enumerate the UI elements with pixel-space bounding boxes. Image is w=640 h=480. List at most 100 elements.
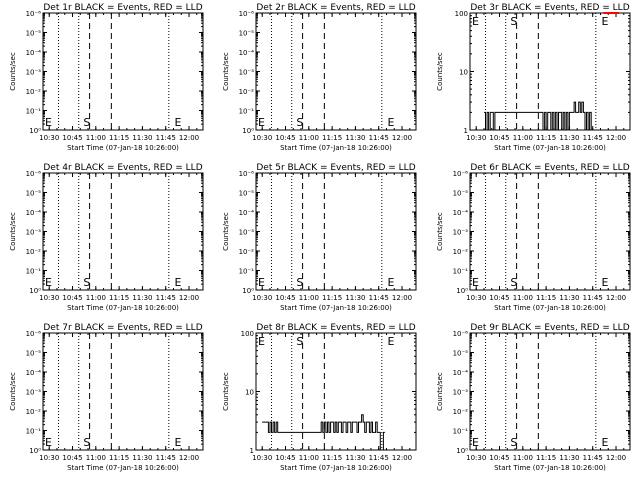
end-marker-label: E xyxy=(601,276,608,289)
x-tick-label: 11:45 xyxy=(156,294,176,302)
plot-frame xyxy=(42,172,204,291)
x-tick-label: 11:00 xyxy=(513,454,533,462)
y-axis-label: Counts/sec xyxy=(436,52,444,91)
x-tick-label: 11:15 xyxy=(536,454,556,462)
y-axis-label: Counts/sec xyxy=(436,372,444,411)
y-tick-label: 10⁻² xyxy=(239,88,255,96)
start-marker-label: S xyxy=(296,335,303,348)
end-marker-label: E xyxy=(174,276,181,289)
x-tick-label: 11:30 xyxy=(559,454,579,462)
start-marker-label: S xyxy=(83,116,90,129)
y-tick-label: 10⁻³ xyxy=(239,229,255,237)
x-tick-label: 11:45 xyxy=(369,294,389,302)
x-tick-label: 10:45 xyxy=(275,454,295,462)
start-marker-label: S xyxy=(296,116,303,129)
detector-panel: Det 1r BLACK = Events, RED = LLD 10⁰ 10⁻¹ 1… xyxy=(9,3,204,152)
x-axis-label: Start Time (07-Jan-18 10:26:00) xyxy=(494,144,606,152)
start-marker-label: S xyxy=(510,15,517,28)
y-tick-label: 10⁻² xyxy=(26,248,42,256)
panel-title: Det 5r BLACK = Events, RED = LLD xyxy=(256,163,415,173)
x-tick-label: 12:00 xyxy=(179,454,199,462)
x-tick-label: 10:30 xyxy=(466,134,486,142)
x-tick-label: 11:30 xyxy=(132,454,152,462)
x-tick-label: 10:30 xyxy=(39,134,59,142)
y-tick-label: 10⁻⁴ xyxy=(239,209,255,217)
y-tick-label: 10⁻⁶ xyxy=(239,170,255,178)
x-tick-label: 11:45 xyxy=(156,454,176,462)
y-tick-label: 1 xyxy=(464,127,468,135)
end-marker-label: E xyxy=(258,276,265,289)
detector-panel: Det 2r BLACK = Events, RED = LLD 10⁰ 10⁻¹ 1… xyxy=(222,3,417,152)
end-marker-label: E xyxy=(258,116,265,129)
x-tick-label: 11:00 xyxy=(299,294,319,302)
panel-title: Det 6r BLACK = Events, RED = LLD xyxy=(470,163,629,173)
end-marker-label: E xyxy=(174,436,181,449)
x-tick-label: 10:30 xyxy=(252,454,272,462)
start-marker-label: S xyxy=(83,276,90,289)
y-tick-label: 10⁻⁵ xyxy=(26,190,42,198)
data-series-line xyxy=(484,101,593,131)
y-tick-label: 10⁻² xyxy=(453,248,469,256)
y-tick-label: 10⁻⁴ xyxy=(453,209,469,217)
end-marker-label: E xyxy=(472,15,479,28)
detector-panel: Det 8r BLACK = Events, RED = LLD 1 10 100 10… xyxy=(222,323,417,472)
x-tick-label: 11:45 xyxy=(583,294,603,302)
y-tick-label: 10⁻⁴ xyxy=(239,49,255,57)
x-tick-label: 11:45 xyxy=(583,134,603,142)
y-tick-label: 10⁻⁴ xyxy=(26,209,42,217)
x-tick-label: 11:30 xyxy=(559,294,579,302)
panel-title: Det 4r BLACK = Events, RED = LLD xyxy=(43,163,202,173)
plot-frame xyxy=(42,332,204,451)
y-tick-label: 10⁻¹ xyxy=(26,108,42,116)
x-tick-label: 11:00 xyxy=(299,454,319,462)
x-axis-label: Start Time (07-Jan-18 10:26:00) xyxy=(67,304,179,312)
x-tick-label: 11:30 xyxy=(559,134,579,142)
y-tick-label: 10⁻⁵ xyxy=(26,30,42,38)
x-tick-label: 12:00 xyxy=(179,134,199,142)
x-tick-label: 12:00 xyxy=(179,294,199,302)
detector-panel: Det 5r BLACK = Events, RED = LLD 10⁰ 10⁻¹ 1… xyxy=(222,163,417,312)
x-tick-label: 11:30 xyxy=(345,134,365,142)
y-axis-label: Counts/sec xyxy=(9,52,17,91)
panel-title: Det 1r BLACK = Events, RED = LLD xyxy=(43,3,202,13)
x-tick-label: 11:45 xyxy=(369,134,389,142)
x-tick-label: 11:30 xyxy=(345,454,365,462)
y-tick-label: 1 xyxy=(250,447,254,455)
x-tick-label: 10:45 xyxy=(489,134,509,142)
detector-panel: Det 7r BLACK = Events, RED = LLD 10⁰ 10⁻¹ 1… xyxy=(9,323,204,472)
end-marker-label: E xyxy=(472,436,479,449)
y-tick-label: 10⁰ xyxy=(29,447,41,455)
x-tick-label: 11:15 xyxy=(322,294,342,302)
x-tick-label: 11:15 xyxy=(109,134,129,142)
y-axis-label: Counts/sec xyxy=(9,212,17,251)
plot-frame xyxy=(469,172,631,291)
x-tick-label: 11:15 xyxy=(322,134,342,142)
y-tick-label: 10⁻² xyxy=(453,408,469,416)
y-tick-label: 10⁻¹ xyxy=(239,268,255,276)
y-tick-label: 10⁻⁵ xyxy=(453,190,469,198)
y-tick-label: 10⁰ xyxy=(242,287,254,295)
x-tick-label: 12:00 xyxy=(392,134,412,142)
y-tick-label: 10⁰ xyxy=(456,287,468,295)
y-tick-label: 10 xyxy=(459,69,468,77)
y-tick-label: 10⁰ xyxy=(242,127,254,135)
y-tick-label: 10⁰ xyxy=(29,127,41,135)
x-tick-label: 11:30 xyxy=(132,294,152,302)
y-tick-label: 10⁻⁵ xyxy=(239,30,255,38)
x-tick-label: 11:15 xyxy=(536,294,556,302)
detector-panel: Det 3r BLACK = Events, RED = LLD 1 10 100 10… xyxy=(436,3,631,152)
x-tick-label: 12:00 xyxy=(392,454,412,462)
x-tick-label: 11:45 xyxy=(369,454,389,462)
x-tick-label: 12:00 xyxy=(606,454,626,462)
x-tick-label: 11:45 xyxy=(156,134,176,142)
y-tick-label: 10⁻⁴ xyxy=(453,369,469,377)
detector-panel: Det 4r BLACK = Events, RED = LLD 10⁰ 10⁻¹ 1… xyxy=(9,163,204,312)
y-tick-label: 10⁻¹ xyxy=(453,268,469,276)
y-axis-label: Counts/sec xyxy=(222,52,230,91)
data-series-line xyxy=(262,414,385,451)
plot-frame xyxy=(255,12,417,131)
x-axis-label: Start Time (07-Jan-18 10:26:00) xyxy=(494,304,606,312)
y-tick-label: 10⁻⁵ xyxy=(239,190,255,198)
plot-frame xyxy=(469,332,631,451)
